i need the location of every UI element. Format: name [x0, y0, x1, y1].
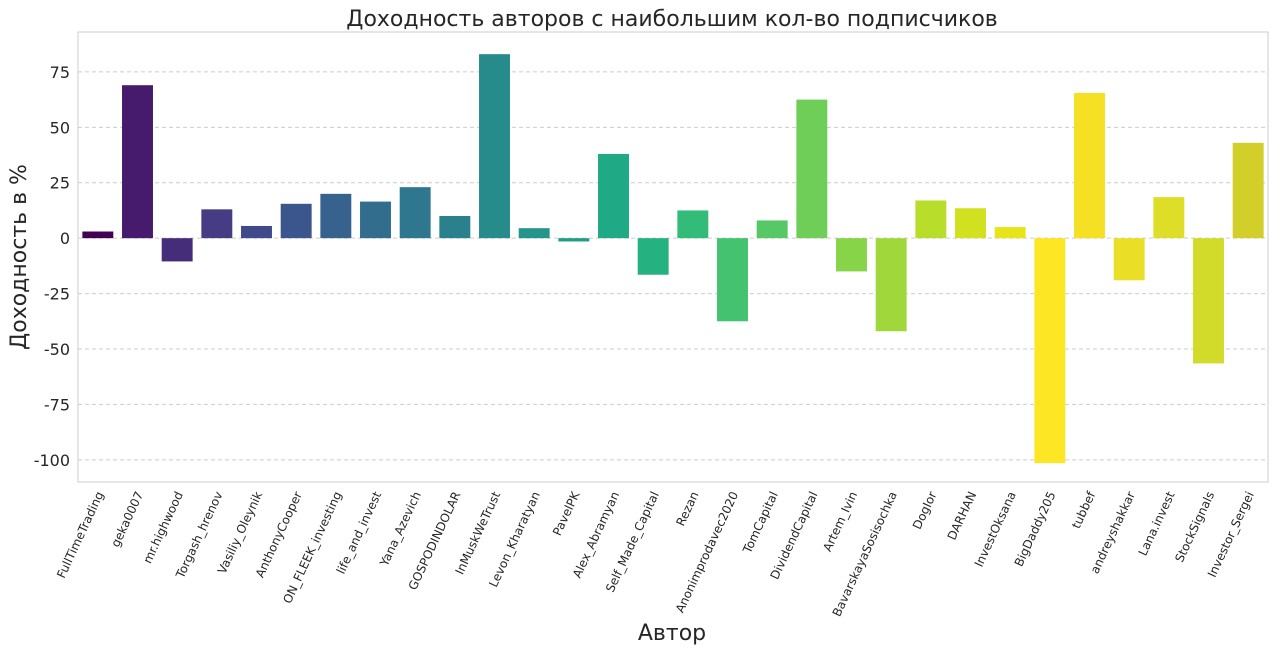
bar [756, 220, 788, 239]
x-tick-label: StockSignals [1172, 489, 1217, 564]
plot-area [77, 31, 1269, 483]
x-tick-label: InvestOksana [972, 489, 1019, 569]
y-tick-label: -100 [34, 451, 70, 470]
x-tick-label: geka0007 [108, 489, 146, 549]
bar [439, 215, 471, 239]
x-axis-label: Автор [638, 621, 706, 646]
x-tick-label: tubbef [1069, 489, 1099, 531]
bar [1232, 142, 1264, 239]
bar [122, 85, 153, 239]
bar [1193, 238, 1224, 364]
bar [399, 187, 431, 239]
x-tick-label: FullTimeTrading [54, 489, 106, 580]
y-tick-label: 0 [60, 229, 70, 248]
bar [637, 238, 669, 275]
x-tick-label: Rezan [673, 489, 701, 528]
y-axis-label: Доходность в % [7, 164, 32, 350]
bar [955, 208, 986, 239]
bar [717, 238, 748, 322]
x-tick-label: BigDaddy205 [1012, 489, 1059, 568]
bar [280, 203, 312, 239]
y-tick-label: -25 [44, 285, 70, 304]
bar [82, 231, 114, 239]
x-tick-label: PavelPK [550, 488, 583, 538]
bar [875, 238, 907, 332]
x-tick-label: TomCapital [740, 489, 781, 556]
gridlines [78, 71, 1268, 461]
bar [994, 227, 1026, 239]
bar [677, 210, 709, 239]
bars [82, 54, 1264, 464]
y-tick-label: 50 [50, 118, 70, 137]
x-tick-label: Yana_Azevich [377, 489, 424, 569]
bar [161, 238, 193, 262]
x-tick-label: mr.highwood [140, 489, 185, 565]
bar [479, 54, 510, 239]
bar [1074, 92, 1105, 239]
y-tick-label: 75 [50, 63, 70, 82]
bar [241, 225, 272, 239]
x-tick-label: andreyshakkar [1088, 489, 1138, 576]
bar [836, 238, 867, 272]
y-tick-label: -75 [44, 395, 70, 414]
bar [558, 238, 590, 242]
bar [201, 209, 233, 239]
y-tick-label: 25 [50, 174, 70, 193]
y-tick-label: -50 [44, 340, 70, 359]
bar [1153, 197, 1185, 239]
bar [320, 193, 352, 239]
bar [360, 201, 391, 239]
bar [1034, 238, 1066, 464]
x-tick-label: Artem_Ivin [820, 489, 860, 553]
x-tick-label: Lana.invest [1136, 489, 1178, 558]
bar [796, 99, 828, 239]
bar [518, 228, 550, 239]
x-tick-label: DogIor [910, 489, 940, 531]
x-tick-label: DARHAN [945, 489, 980, 542]
bar [598, 153, 629, 239]
chart-title: Доходность авторов с наибольшим кол-во п… [346, 7, 998, 32]
bar [1113, 238, 1145, 281]
y-axis-ticks: 75 50 25 0 -25 -50 -75 -100 [34, 63, 70, 470]
bar [915, 200, 947, 239]
x-axis-ticks: FullTimeTrading geka0007mr.highwoodTorgas… [54, 488, 1257, 618]
